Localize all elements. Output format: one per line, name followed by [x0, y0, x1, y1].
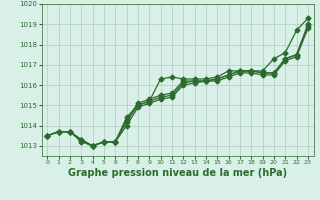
X-axis label: Graphe pression niveau de la mer (hPa): Graphe pression niveau de la mer (hPa) [68, 168, 287, 178]
